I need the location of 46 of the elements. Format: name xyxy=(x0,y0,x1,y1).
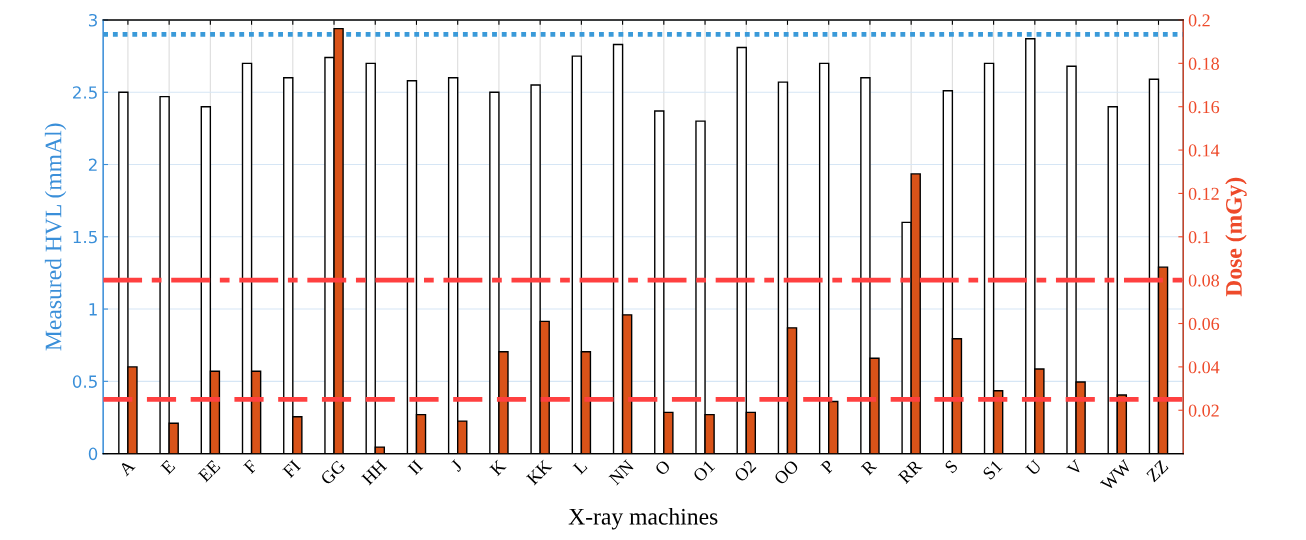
y2-tick-label: 0.06 xyxy=(1188,317,1220,331)
x-tick-label: L xyxy=(572,459,588,475)
x-tick-label: RR xyxy=(897,458,923,484)
y-tick-label: 1 xyxy=(89,303,97,316)
y2-tick-label: 0.08 xyxy=(1188,274,1220,287)
x-axis-title: X-ray machines xyxy=(568,508,718,530)
x-tick-label: NN xyxy=(608,459,635,486)
x-tick-label: KK xyxy=(526,459,553,486)
x-tick-label: O1 xyxy=(692,459,716,483)
y2-tick-label: 0.2 xyxy=(1188,14,1210,27)
x-tick-label: EE xyxy=(197,459,221,483)
x-tick-label: GG xyxy=(319,459,347,486)
x-tick-label: OO xyxy=(773,459,800,486)
x-tick-label: O xyxy=(654,459,672,477)
x-tick-label: R xyxy=(860,458,878,476)
x-tick-label: V xyxy=(1066,459,1084,477)
y2-tick-label: 0.14 xyxy=(1188,144,1220,157)
y2-tick-label: 0.02 xyxy=(1188,404,1219,417)
y-tick-label: 1.5 xyxy=(73,230,97,244)
y-tick-label: 0 xyxy=(88,447,98,461)
y-tick-label: 0.5 xyxy=(72,375,97,388)
x-tick-label: FI xyxy=(282,459,302,479)
x-tick-label: J xyxy=(450,459,464,473)
x-tick-label: ZZ xyxy=(1146,459,1169,483)
y-tick-label: 3 xyxy=(88,13,97,27)
y2-tick-label: 0.16 xyxy=(1188,100,1220,114)
x-tick-label: E xyxy=(160,459,176,475)
x-tick-label: K xyxy=(489,459,507,477)
x-tick-label: P xyxy=(820,459,835,475)
x-tick-label: F xyxy=(243,459,258,475)
y2-tick-label: 0.18 xyxy=(1188,57,1220,70)
y2-axis-title: Dose (mGy) xyxy=(1225,177,1247,297)
y-axis-title: Measured HVL (mmAl) xyxy=(44,123,67,351)
x-tick-label: O2 xyxy=(733,459,757,483)
y2-tick-label: 0.12 xyxy=(1188,187,1219,200)
x-tick-label: II xyxy=(407,459,424,476)
x-tick-label: WW xyxy=(1099,458,1133,492)
y-tick-label: 2.5 xyxy=(73,86,97,99)
y2-tick-label: 0.1 xyxy=(1188,231,1210,244)
y2-tick-label: 0.04 xyxy=(1188,361,1220,374)
x-tick-label: HH xyxy=(361,459,388,486)
x-tick-label: U xyxy=(1025,459,1043,477)
x-tick-label: S xyxy=(944,459,959,474)
x-tick-label: S1 xyxy=(982,459,1003,481)
x-tick-label: A xyxy=(118,458,136,477)
y-tick-label: 2 xyxy=(88,158,97,171)
